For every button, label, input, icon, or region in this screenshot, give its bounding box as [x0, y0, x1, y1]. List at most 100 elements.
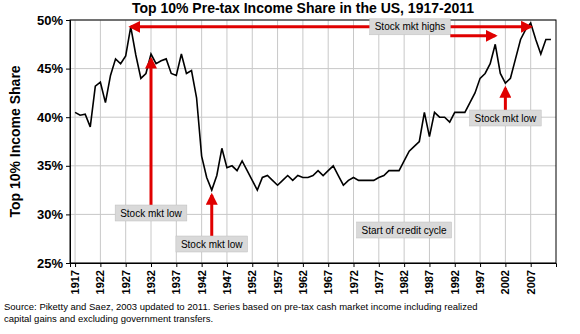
tick: 50%	[37, 13, 70, 28]
tick-mark	[176, 263, 177, 267]
annotation-arrow	[504, 88, 507, 110]
plot-frame	[70, 20, 556, 263]
tick-mark	[66, 117, 70, 118]
tick-label: 1917	[69, 270, 81, 294]
data-line	[75, 23, 551, 190]
tick: 1927	[120, 263, 132, 294]
tick: 1917	[69, 263, 81, 294]
title: Top 10% Pre-tax Income Share in the US, …	[132, 0, 474, 16]
y-axis: 25% 30% 35% 40% 45% 50%	[37, 13, 71, 271]
annotation-arrow	[150, 59, 153, 205]
tick-mark	[531, 263, 532, 267]
annotation-box	[470, 110, 542, 126]
tick-label: 1937	[170, 270, 182, 294]
plot-area	[75, 23, 551, 190]
grid-line	[75, 20, 76, 263]
tick: 25%	[37, 256, 70, 271]
source-text: Source: Piketty and Saez, 2003 updated t…	[4, 301, 478, 312]
tick: 45%	[37, 61, 70, 76]
grid-line	[505, 20, 506, 263]
tick-mark	[505, 263, 506, 267]
annotation: Stock mkt low	[470, 110, 542, 126]
tick: 1962	[297, 263, 309, 294]
annotation-text: Stock mkt low	[120, 208, 182, 219]
tick: 1937	[170, 263, 182, 294]
annotation-box	[176, 236, 248, 252]
axis-line	[71, 264, 557, 268]
annotation: Stock mkt highs	[370, 19, 451, 35]
tick: 2002	[499, 263, 511, 294]
tick: 1987	[423, 263, 435, 294]
tick-label: 25%	[37, 256, 63, 271]
tick-mark	[100, 263, 101, 267]
chart: Top 10% Pre-tax Income Share in the US, …	[0, 0, 580, 334]
annotation-arrow	[131, 25, 531, 28]
tick: 2007	[525, 263, 537, 294]
annotation-text: Stock mkt low	[181, 239, 243, 250]
tick-mark	[379, 263, 380, 267]
source-text: capital gains and excluding government t…	[4, 313, 213, 324]
tick-label: 50%	[37, 13, 63, 28]
tick-mark	[404, 263, 405, 267]
source-note: Source: Piketty and Saez, 2003 updated t…	[4, 301, 478, 324]
grid-line	[100, 20, 101, 263]
tick: 1977	[373, 263, 385, 294]
annotation: Start of credit cycle	[357, 222, 452, 238]
tick-label: 40%	[37, 110, 63, 125]
grid-line	[480, 20, 481, 263]
tick: 1942	[196, 263, 208, 294]
tick-label: 1997	[474, 270, 486, 294]
tick-label: 1967	[322, 270, 334, 294]
tick-mark	[278, 263, 279, 267]
tick-mark	[455, 263, 456, 267]
tick-mark	[66, 166, 70, 167]
x-axis: 1917 1922 1927 1932 1937 1942 1947 1952 1957 1962…	[69, 263, 556, 294]
tick-label: 1962	[297, 270, 309, 294]
tick-label: 1992	[449, 270, 461, 294]
tick-label: 35%	[37, 158, 63, 173]
grid-line	[277, 20, 278, 263]
annotation-text: Stock mkt low	[475, 113, 537, 124]
tick-mark	[354, 263, 355, 267]
tick: 1957	[272, 263, 284, 294]
grid	[70, 20, 556, 263]
grid-line	[176, 20, 177, 263]
tick-mark	[252, 263, 253, 267]
grid-line	[70, 165, 556, 166]
tick: 1932	[145, 263, 157, 294]
tick: 1947	[221, 263, 233, 294]
tick-mark	[75, 263, 76, 267]
tick-label: 1927	[120, 270, 132, 294]
tick-label: 45%	[37, 61, 63, 76]
tick: 1972	[348, 263, 360, 294]
tick-label: 2002	[499, 270, 511, 294]
tick-label: 1922	[94, 270, 106, 294]
grid-line	[201, 20, 202, 263]
tick-label: 1932	[145, 270, 157, 294]
tick-label: 1982	[398, 270, 410, 294]
axis-line	[66, 21, 71, 264]
grid-line	[328, 20, 329, 263]
tick-mark	[66, 263, 70, 264]
tick-label: 1972	[348, 270, 360, 294]
grid-line	[252, 20, 253, 263]
tick-label: 1947	[221, 270, 233, 294]
tick-mark	[66, 20, 70, 21]
tick-mark	[328, 263, 329, 267]
tick: 1982	[398, 263, 410, 294]
tick: 1992	[449, 263, 461, 294]
tick: 35%	[37, 158, 70, 173]
tick: 1952	[246, 263, 258, 294]
tick-label: 1957	[272, 270, 284, 294]
grid-line	[454, 20, 455, 263]
tick-label: 1942	[196, 270, 208, 294]
tick: 30%	[37, 207, 70, 222]
tick-label: 30%	[37, 207, 63, 222]
tick-label: 1977	[373, 270, 385, 294]
tick: 1967	[322, 263, 334, 294]
annotation-box	[357, 222, 452, 238]
grid-line	[302, 20, 303, 263]
tick-label: 1952	[246, 270, 258, 294]
tick-mark	[303, 263, 304, 267]
annotation-text: Start of credit cycle	[362, 225, 447, 236]
